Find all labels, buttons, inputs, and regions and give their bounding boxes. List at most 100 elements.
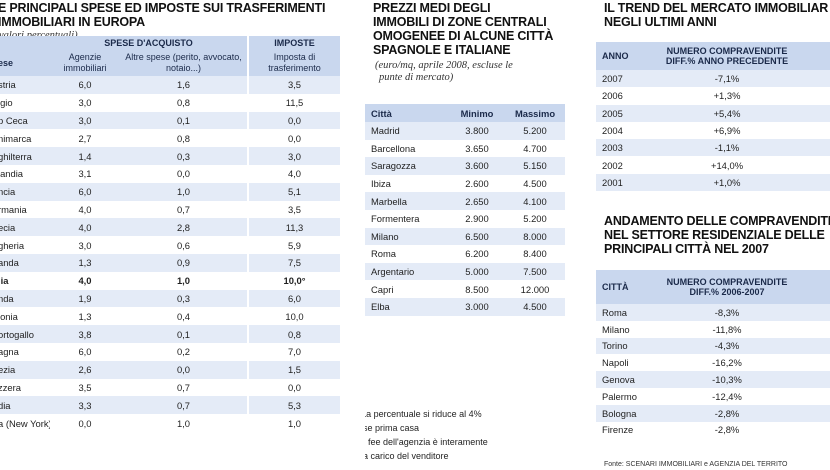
city-cell: Ibiza (371, 178, 391, 190)
city-sales-title-line: ANDAMENTO DELLE COMPRAVENDITE (604, 214, 830, 228)
footnote: ° La percentuale si riduce al 4% se prim… (365, 409, 555, 434)
transfer-tax-cell: 0,0 (247, 111, 340, 130)
header-line: NUMERO COMPRAVENDITE (666, 277, 788, 287)
city-prices-title: PREZZI MEDI DEGLI IMMOBILI DI ZONE CENTR… (373, 1, 553, 57)
header-year: ANNO (596, 42, 656, 70)
sales-change-cell: -8,3% (656, 304, 830, 321)
other-costs-cell: 1,0 (120, 182, 248, 201)
table-row: 2004 +6,9% (596, 122, 830, 139)
header-sales-change: NUMERO COMPRAVENDITE DIFF.% 2006-2007 (656, 270, 830, 304)
transfer-tax-cell: 3,5 (247, 76, 340, 94)
panel-europe-costs: E PRINCIPALI SPESE ED IMPOSTE SUI TRASFE… (0, 0, 340, 470)
europe-costs-table: SPESE D'ACQUISTO IMPOSTE ese Agenzie imm… (0, 36, 340, 432)
city-cell: Palermo (602, 390, 637, 402)
transfer-tax-cell: 4,0 (247, 164, 340, 183)
agency-fee-cell: 4,0 (50, 218, 120, 237)
table-row: Napoli -16,2% (596, 354, 830, 371)
sales-change-cell: +1,3% (713, 90, 741, 102)
transfer-tax-cell: 0,0 (247, 378, 340, 397)
header-blank (0, 36, 50, 50)
country-cell: landia (0, 168, 24, 180)
header-city: Città (365, 104, 449, 122)
city-cell: Roma (596, 304, 656, 321)
sales-change-cell: +6,9% (713, 125, 741, 137)
min-price-cell: 6.200 (465, 248, 489, 260)
city-sales-title-line: PRINCIPALI CITTÀ NEL 2007 (604, 242, 769, 256)
max-price-cell: 5.200 (505, 122, 565, 140)
table-row: zzera 3,5 0,7 0,0 (0, 378, 340, 397)
table-row: lonia 1,3 0,4 10,0 (0, 307, 340, 326)
min-price-cell: 8.500 (465, 283, 489, 295)
table-row: Marbella 2.650 4.100 (365, 192, 565, 210)
other-costs-cell: 1,0 (176, 417, 191, 429)
table-row: Elba 3.000 4.500 (365, 297, 565, 316)
city-cell: Madrid (365, 122, 449, 140)
table-row: Firenze -2,8% (596, 422, 830, 439)
transfer-tax-cell: 5,9 (247, 236, 340, 254)
max-price-cell: 5.150 (505, 157, 565, 175)
country-cell: lgio (0, 97, 13, 109)
table-row: Milano 6.500 8.000 (365, 227, 565, 246)
header-purchase-costs: SPESE D'ACQUISTO (50, 36, 248, 50)
other-costs-cell: 2,8 (120, 218, 248, 237)
transfer-tax-cell: 10,0 (247, 307, 340, 326)
sales-change-cell: -12,4% (712, 390, 742, 402)
market-trend-title-line: IL TREND DEL MERCATO IMMOBILIAR (604, 1, 829, 15)
city-cell: Milano (602, 323, 630, 335)
footnote-line: * Il fee dell'agenzia è interamente (365, 437, 488, 447)
header-line: DIFF.% ANNO PRECEDENTE (665, 56, 789, 66)
year-cell: 2007 (596, 70, 656, 88)
panel-market-trend: IL TREND DEL MERCATO IMMOBILIAR NEGLI UL… (596, 0, 830, 470)
sales-change-cell: +1,0% (656, 173, 830, 192)
table-row: 2002 +14,0% (596, 156, 830, 173)
city-sales-table: CITTÀ NUMERO COMPRAVENDITE DIFF.% 2006-2… (596, 270, 830, 438)
table-row: lia 4,0 1,0 10,0° (0, 271, 340, 290)
sales-change-cell: -11,8% (712, 323, 742, 335)
europe-costs-subtitle: valori percentuali) (0, 30, 78, 42)
table-row: landia 3,1 0,0 4,0 (0, 164, 340, 183)
sales-change-cell: +14,0% (710, 159, 744, 171)
max-price-cell: 7.500 (505, 262, 565, 281)
agency-fee-cell: 3,3 (50, 396, 120, 415)
max-price-cell: 4.500 (505, 297, 565, 316)
footnote-line: a carico del venditore (365, 451, 449, 461)
country-cell: rmania (0, 203, 27, 215)
table-row: ncia 6,0 1,0 5,1 (0, 182, 340, 201)
table-row: agna 6,0 0,2 7,0 (0, 342, 340, 361)
table-row: lgio 3,0 0,8 11,5 (0, 93, 340, 112)
table-row: stria 6,0 1,6 3,5 (0, 76, 340, 94)
other-costs-cell: 1,6 (120, 76, 248, 94)
city-prices-title-line: OMOGENEE DI ALCUNE CITTÀ (373, 29, 554, 43)
table-row: Roma -8,3% (596, 304, 830, 321)
table-row: Madrid 3.800 5.200 (365, 122, 565, 140)
header-agency: Agenzie immobiliari (50, 50, 120, 76)
sales-change-cell: -2,8% (656, 404, 830, 422)
city-prices-table: Città Minimo Massimo Madrid 3.800 5.200 Bar… (365, 104, 565, 316)
other-costs-cell: 0,1 (120, 325, 248, 343)
city-cell: Napoli (602, 357, 629, 369)
country-cell: zzera (0, 381, 21, 393)
table-row: ortogallo 3,8 0,1 0,8 (0, 325, 340, 343)
city-prices-title-line: IMMOBILI DI ZONE CENTRALI (373, 15, 547, 29)
sales-change-cell: -16,2% (712, 357, 742, 369)
transfer-tax-cell: 5,3 (247, 396, 340, 415)
agency-fee-cell: 3,0 (78, 97, 92, 109)
table-row: 2007 -7,1% (596, 70, 830, 88)
header-min: Minimo (449, 104, 505, 122)
year-cell: 2004 (602, 125, 623, 137)
table-row: 2006 +1,3% (596, 87, 830, 104)
city-cell: Torino (596, 337, 656, 355)
other-costs-cell: 0,6 (176, 239, 191, 251)
max-price-cell: 12.000 (520, 283, 550, 295)
min-price-cell: 3.800 (449, 122, 505, 140)
year-cell: 2002 (602, 159, 623, 171)
max-price-cell: 4.500 (523, 178, 547, 190)
max-price-cell: 8.000 (505, 227, 565, 246)
table-row: dia 3,3 0,7 5,3 (0, 396, 340, 415)
country-cell: p Ceca (0, 111, 50, 130)
city-prices-subtitle-line: (euro/mq, aprile 2008, escluse le (375, 60, 513, 71)
transfer-tax-cell: 1,0 (247, 414, 340, 432)
table-row: Torino -4,3% (596, 337, 830, 355)
country-cell: a (New York)* (0, 417, 50, 429)
city-cell: Roma (371, 248, 397, 260)
